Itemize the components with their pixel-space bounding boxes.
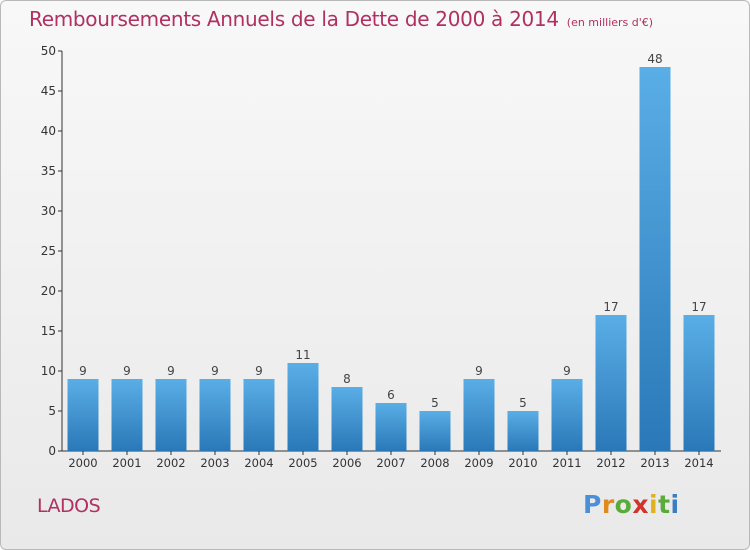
bar bbox=[639, 67, 671, 451]
bar bbox=[375, 403, 407, 451]
y-tick-label: 10 bbox=[41, 364, 56, 378]
x-tick-label: 2009 bbox=[464, 456, 493, 470]
x-tick-label: 2003 bbox=[200, 456, 229, 470]
x-tick-label: 2005 bbox=[288, 456, 317, 470]
y-tick-label: 30 bbox=[41, 204, 56, 218]
bar bbox=[595, 315, 627, 451]
bar bbox=[287, 363, 319, 451]
chart-title-text: Remboursements Annuels de la Dette de 20… bbox=[29, 7, 559, 31]
bar-value-label: 9 bbox=[211, 364, 219, 378]
x-tick-label: 2000 bbox=[68, 456, 97, 470]
bar-value-label: 6 bbox=[387, 388, 395, 402]
bar bbox=[199, 379, 231, 451]
x-tick-label: 2002 bbox=[156, 456, 185, 470]
y-tick-label: 25 bbox=[41, 244, 56, 258]
bar-value-label: 17 bbox=[603, 300, 618, 314]
bar-value-label: 9 bbox=[79, 364, 87, 378]
y-tick-label: 35 bbox=[41, 164, 56, 178]
bar-value-label: 8 bbox=[343, 372, 351, 386]
bar-value-label: 48 bbox=[647, 52, 662, 66]
bar bbox=[111, 379, 143, 451]
chart-title: Remboursements Annuels de la Dette de 20… bbox=[29, 7, 653, 31]
y-tick-label: 45 bbox=[41, 84, 56, 98]
bar-value-label: 17 bbox=[691, 300, 706, 314]
bar-value-label: 9 bbox=[475, 364, 483, 378]
y-tick-label: 0 bbox=[48, 444, 56, 458]
bar bbox=[67, 379, 99, 451]
x-tick-label: 2014 bbox=[684, 456, 713, 470]
bar-value-label: 9 bbox=[563, 364, 571, 378]
bar bbox=[463, 379, 495, 451]
x-tick-label: 2006 bbox=[332, 456, 361, 470]
bar bbox=[331, 387, 363, 451]
x-tick-label: 2012 bbox=[596, 456, 625, 470]
bar bbox=[155, 379, 187, 451]
y-tick-label: 50 bbox=[41, 44, 56, 58]
y-tick-label: 15 bbox=[41, 324, 56, 338]
bar-value-label: 11 bbox=[295, 348, 310, 362]
bar bbox=[683, 315, 715, 451]
x-tick-label: 2011 bbox=[552, 456, 581, 470]
bar-value-label: 9 bbox=[123, 364, 131, 378]
x-tick-label: 2001 bbox=[112, 456, 141, 470]
y-tick-label: 40 bbox=[41, 124, 56, 138]
x-tick-label: 2013 bbox=[640, 456, 669, 470]
x-tick-label: 2008 bbox=[420, 456, 449, 470]
bar bbox=[507, 411, 539, 451]
bar-value-label: 9 bbox=[255, 364, 263, 378]
bar-value-label: 5 bbox=[431, 396, 439, 410]
x-tick-label: 2007 bbox=[376, 456, 405, 470]
bar bbox=[551, 379, 583, 451]
commune-name: LADOS bbox=[37, 495, 101, 517]
y-tick-label: 20 bbox=[41, 284, 56, 298]
y-tick-label: 5 bbox=[48, 404, 56, 418]
x-tick-label: 2004 bbox=[244, 456, 273, 470]
bar-value-label: 5 bbox=[519, 396, 527, 410]
bar bbox=[419, 411, 451, 451]
bar bbox=[243, 379, 275, 451]
chart-unit: (en milliers d'€) bbox=[566, 16, 654, 29]
proxiti-logo: Proxiti bbox=[583, 490, 680, 519]
bar-value-label: 9 bbox=[167, 364, 175, 378]
x-tick-label: 2010 bbox=[508, 456, 537, 470]
